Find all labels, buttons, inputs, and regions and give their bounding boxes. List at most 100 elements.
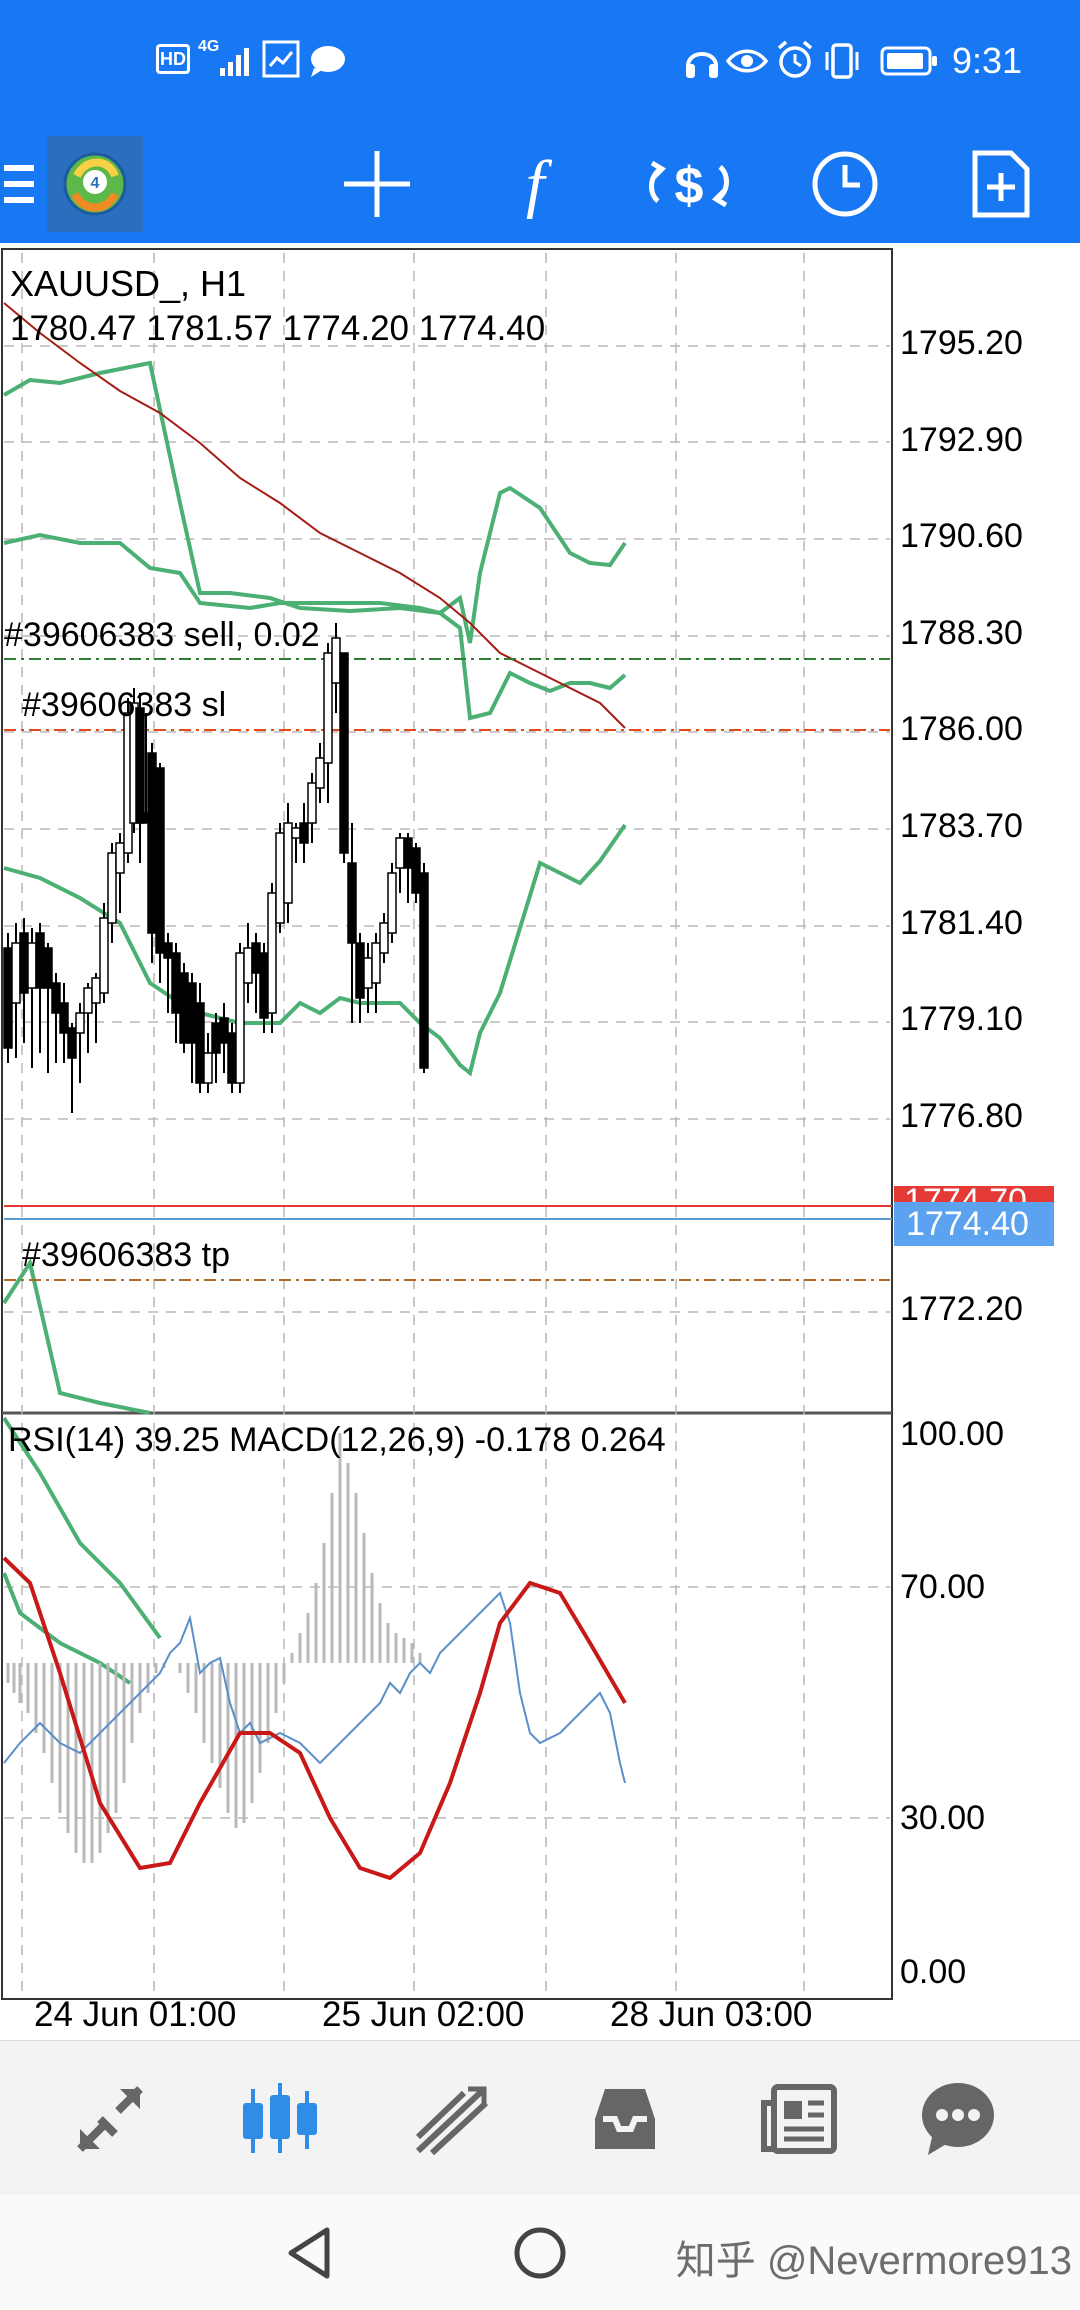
candle-body xyxy=(411,847,421,894)
eye-icon xyxy=(725,44,769,78)
candle-body xyxy=(107,852,117,924)
top-toolbar: 4 f $ xyxy=(0,125,1080,243)
home-icon[interactable] xyxy=(480,2195,600,2310)
candle-body xyxy=(91,977,101,1004)
price-tick: 1786.00 xyxy=(900,710,1023,748)
alarm-icon xyxy=(776,40,814,80)
candle-body xyxy=(43,947,53,989)
chart-icon[interactable] xyxy=(190,2041,370,2196)
chat-icon xyxy=(308,44,348,78)
price-tick: 1779.10 xyxy=(900,1000,1023,1038)
quotes-icon[interactable] xyxy=(20,2041,200,2196)
headphones-icon xyxy=(684,42,720,80)
candle-body xyxy=(67,1027,77,1059)
tp-label: #39606383 tp xyxy=(22,1236,230,1274)
bollinger-bands xyxy=(2,360,627,1685)
symbol-label: XAUUSD_, H1 xyxy=(10,263,247,304)
bollinger-lower-band xyxy=(2,1416,162,1640)
svg-text:$: $ xyxy=(675,157,704,215)
candle-body xyxy=(115,842,125,874)
candle-body xyxy=(387,872,397,934)
candle-body xyxy=(315,757,325,789)
price-tick: 1795.20 xyxy=(900,324,1023,362)
trade-icon[interactable] xyxy=(362,2041,542,2196)
candle-body xyxy=(251,942,261,974)
candle-body xyxy=(171,952,181,1014)
status-time: 9:31 xyxy=(952,40,1023,81)
candle-body xyxy=(331,637,341,684)
time-label: 28 Jun 03:00 xyxy=(610,1995,813,2034)
indicator-tick: 100.00 xyxy=(900,1415,1004,1453)
candle-body xyxy=(195,1002,205,1084)
indicator-tick: 70.00 xyxy=(900,1568,986,1606)
candle-body xyxy=(275,832,285,924)
candle-body xyxy=(59,1002,69,1034)
candle-body xyxy=(419,872,429,1069)
rsi-line xyxy=(3,1591,626,1784)
menu-icon[interactable] xyxy=(0,125,40,243)
back-icon[interactable] xyxy=(250,2195,370,2310)
candle-body xyxy=(339,652,349,854)
candle-body xyxy=(187,982,197,1044)
crosshair-icon[interactable] xyxy=(322,125,432,243)
news-icon[interactable] xyxy=(710,2041,890,2196)
current-price-tag: 1774.40 xyxy=(894,1202,1054,1246)
chart-area[interactable]: XAUUSD_, H1 1780.47 1781.57 1774.20 1774… xyxy=(0,243,1080,2034)
ohlc-label: 1780.47 1781.57 1774.20 1774.40 xyxy=(10,309,546,348)
bollinger-upper-lower2 xyxy=(2,1257,151,1415)
candle-body xyxy=(51,982,61,1014)
candle-body xyxy=(99,917,109,994)
candle-body xyxy=(11,942,21,1004)
price-tick: 1790.60 xyxy=(900,517,1023,555)
candle-body xyxy=(135,707,145,824)
network-type-label: 4G xyxy=(198,38,220,55)
history-icon[interactable] xyxy=(535,2041,715,2196)
candle-body xyxy=(27,942,37,989)
time-label: 24 Jun 01:00 xyxy=(34,1995,237,2034)
battery-icon xyxy=(880,46,938,76)
candlesticks xyxy=(3,623,429,1113)
bottom-navigation xyxy=(0,2040,1080,2195)
candle-body xyxy=(155,767,165,954)
mt4-logo[interactable]: 4 xyxy=(46,125,144,243)
candle-body xyxy=(355,942,365,999)
candle-body xyxy=(299,822,309,844)
candle-body xyxy=(307,782,317,824)
chart-canvas[interactable] xyxy=(0,243,1080,2030)
new-order-icon[interactable] xyxy=(946,125,1056,243)
current-price-label: 1774.40 xyxy=(906,1205,1029,1243)
candle-body xyxy=(259,952,269,1019)
candle-body xyxy=(211,1022,221,1054)
indicator-tick: 30.00 xyxy=(900,1799,986,1837)
candle-body xyxy=(147,752,157,934)
candle-body xyxy=(227,1032,237,1084)
sell-order-label: #39606383 sell, 0.02 xyxy=(4,616,320,654)
candle-body xyxy=(83,987,93,1014)
candle-body xyxy=(75,1012,85,1034)
trade-icon[interactable]: $ xyxy=(634,125,744,243)
bollinger-outer xyxy=(2,1572,132,1685)
watermark: 知乎 @Nevermore913 xyxy=(675,2239,1072,2283)
candle-body xyxy=(323,652,333,764)
chart-frame xyxy=(1,248,893,2000)
hd-label: HD xyxy=(160,48,186,69)
indicators-icon[interactable]: f xyxy=(480,125,590,243)
candle-body xyxy=(363,957,373,989)
price-tick: 1776.80 xyxy=(900,1097,1023,1135)
svg-text:4: 4 xyxy=(91,175,100,192)
price-tick: 1788.30 xyxy=(900,614,1023,652)
hd-icon: HD xyxy=(156,44,190,74)
chat-icon[interactable] xyxy=(868,2041,1048,2196)
candle-body xyxy=(371,942,381,984)
candle-body xyxy=(35,932,45,989)
candle-body xyxy=(243,947,253,984)
candle-body xyxy=(395,837,405,869)
candle-body xyxy=(163,942,173,959)
candle-body xyxy=(379,922,389,954)
indicator-label: RSI(14) 39.25 MACD(12,26,9) -0.178 0.264 xyxy=(8,1421,666,1459)
price-tick: 1783.70 xyxy=(900,807,1023,845)
timeframe-icon[interactable] xyxy=(790,125,900,243)
candle-body xyxy=(267,892,277,1014)
status-bar: HD 4G 9:31 xyxy=(0,0,1080,125)
price-tick: 1772.20 xyxy=(900,1290,1023,1328)
